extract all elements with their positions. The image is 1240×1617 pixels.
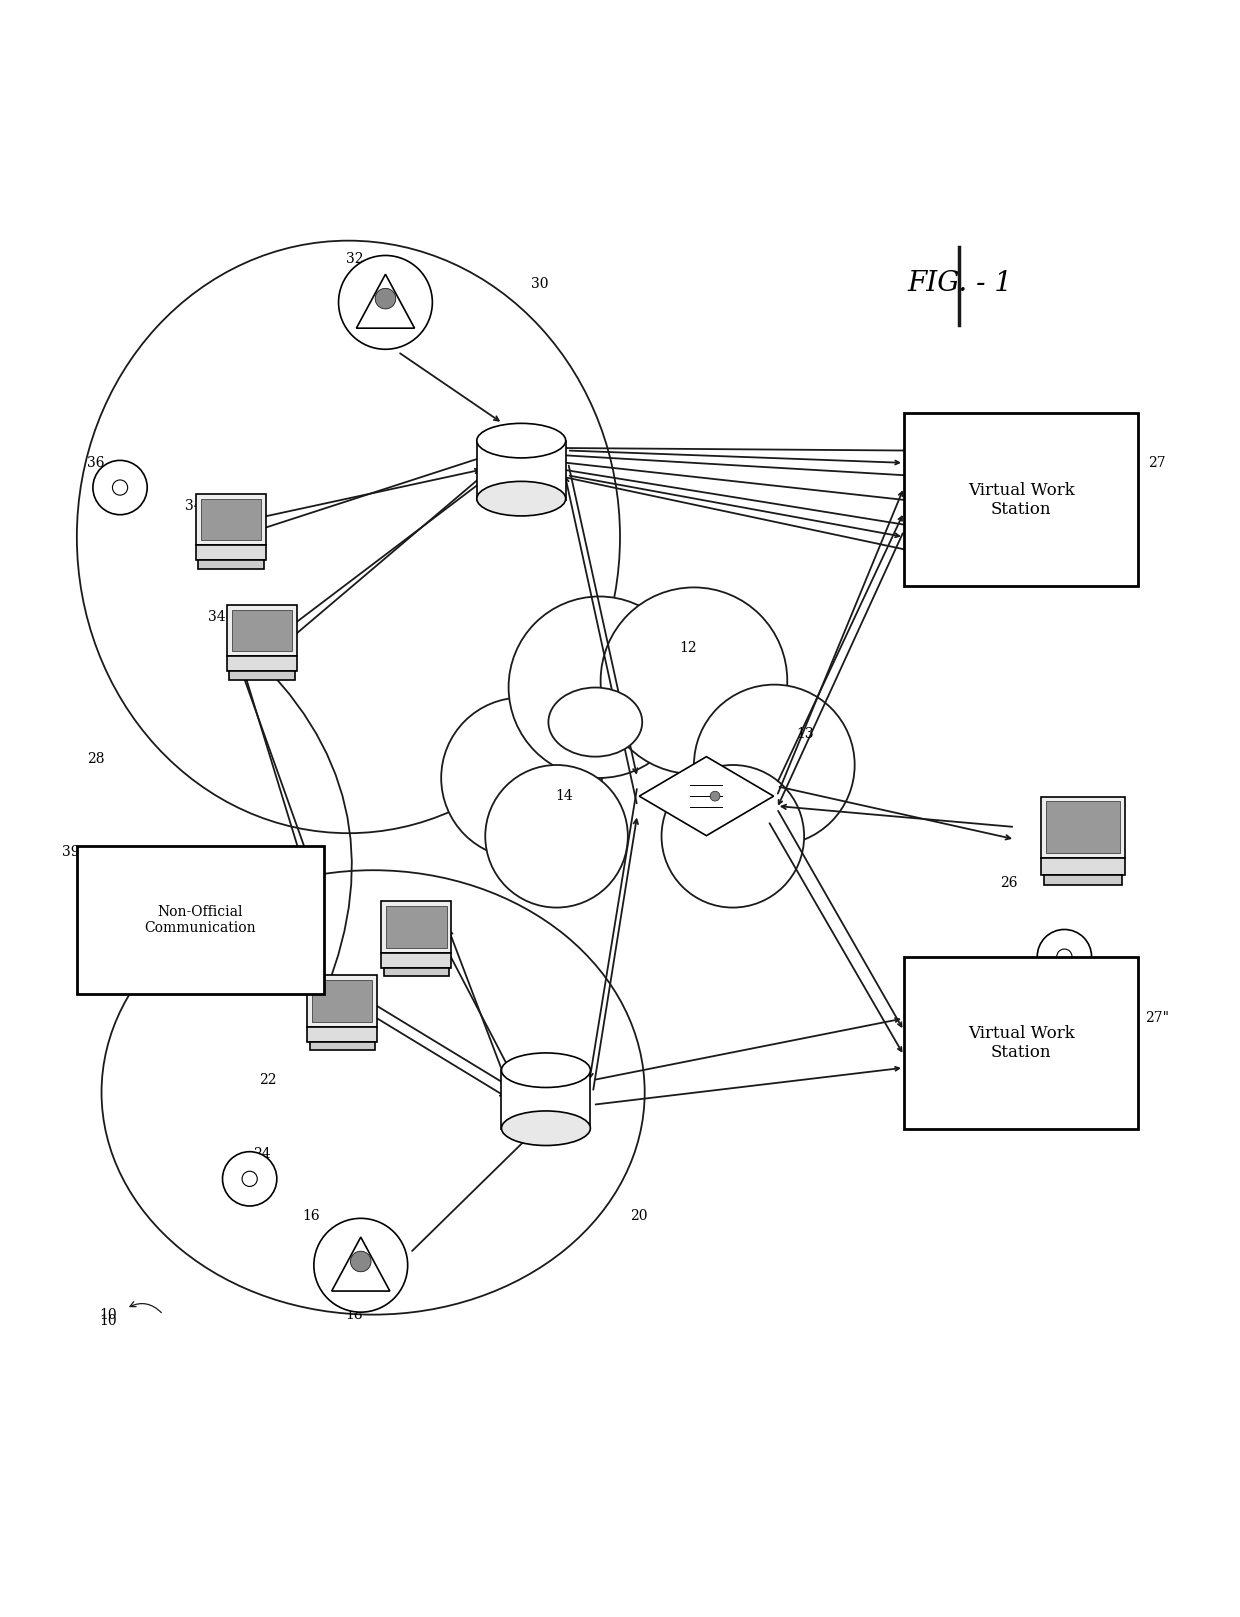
FancyBboxPatch shape (381, 952, 451, 967)
Text: 34: 34 (185, 500, 203, 513)
Circle shape (485, 765, 627, 907)
FancyBboxPatch shape (196, 545, 267, 559)
Circle shape (711, 791, 720, 800)
Text: 28: 28 (87, 752, 104, 766)
FancyBboxPatch shape (1044, 875, 1122, 886)
Text: 22: 22 (259, 1074, 277, 1087)
Text: 25: 25 (1092, 975, 1110, 988)
Ellipse shape (477, 482, 565, 516)
Circle shape (351, 1252, 371, 1273)
Circle shape (376, 288, 396, 309)
Circle shape (93, 461, 148, 514)
Circle shape (222, 1151, 277, 1206)
FancyBboxPatch shape (229, 671, 295, 679)
Text: 14: 14 (556, 789, 573, 804)
FancyBboxPatch shape (227, 657, 298, 671)
Text: 18: 18 (346, 1308, 363, 1321)
Text: 26: 26 (1001, 875, 1018, 889)
Text: 22': 22' (393, 962, 414, 977)
Circle shape (339, 255, 433, 349)
Text: 12: 12 (680, 640, 697, 655)
FancyBboxPatch shape (386, 906, 446, 948)
Text: 10: 10 (99, 1308, 117, 1321)
Text: 27: 27 (1148, 456, 1166, 471)
Circle shape (441, 697, 601, 859)
FancyBboxPatch shape (310, 1041, 374, 1049)
FancyBboxPatch shape (1042, 797, 1125, 857)
Circle shape (314, 1218, 408, 1311)
Circle shape (694, 684, 854, 846)
Text: 36: 36 (87, 456, 104, 471)
Text: Non-Official
Communication: Non-Official Communication (145, 904, 257, 935)
FancyBboxPatch shape (201, 498, 262, 540)
FancyBboxPatch shape (232, 610, 293, 652)
FancyBboxPatch shape (1047, 802, 1120, 852)
FancyBboxPatch shape (198, 559, 264, 569)
Text: Virtual Work
Station: Virtual Work Station (967, 482, 1075, 517)
Circle shape (1056, 949, 1073, 964)
Text: Virtual Work
Station: Virtual Work Station (967, 1025, 1075, 1061)
Ellipse shape (477, 424, 565, 458)
FancyBboxPatch shape (904, 414, 1138, 587)
FancyBboxPatch shape (1042, 857, 1125, 875)
Text: 27": 27" (1145, 1011, 1169, 1025)
Ellipse shape (501, 1053, 590, 1088)
Circle shape (1037, 930, 1091, 983)
Text: 34': 34' (208, 610, 229, 624)
FancyBboxPatch shape (383, 967, 449, 977)
Text: 30: 30 (531, 277, 548, 291)
FancyBboxPatch shape (381, 901, 451, 952)
Circle shape (113, 480, 128, 495)
Text: 32: 32 (346, 252, 363, 267)
FancyBboxPatch shape (308, 975, 377, 1027)
Text: 39: 39 (62, 844, 79, 859)
Text: 13: 13 (796, 728, 813, 742)
Text: FIG. - 1: FIG. - 1 (906, 270, 1012, 298)
FancyBboxPatch shape (77, 846, 324, 994)
Polygon shape (640, 757, 774, 836)
FancyBboxPatch shape (312, 980, 372, 1022)
Ellipse shape (548, 687, 642, 757)
Text: 10: 10 (99, 1313, 117, 1328)
FancyBboxPatch shape (227, 605, 298, 657)
FancyBboxPatch shape (501, 1070, 590, 1129)
Circle shape (508, 597, 689, 778)
Circle shape (661, 765, 804, 907)
FancyBboxPatch shape (308, 1027, 377, 1041)
FancyBboxPatch shape (904, 957, 1138, 1129)
Text: 24: 24 (253, 1146, 270, 1161)
Ellipse shape (501, 1111, 590, 1145)
Text: 16: 16 (303, 1210, 320, 1222)
Text: 20: 20 (630, 1210, 647, 1222)
Circle shape (600, 587, 787, 775)
FancyBboxPatch shape (196, 493, 267, 545)
Circle shape (242, 1171, 257, 1187)
FancyBboxPatch shape (477, 441, 565, 500)
